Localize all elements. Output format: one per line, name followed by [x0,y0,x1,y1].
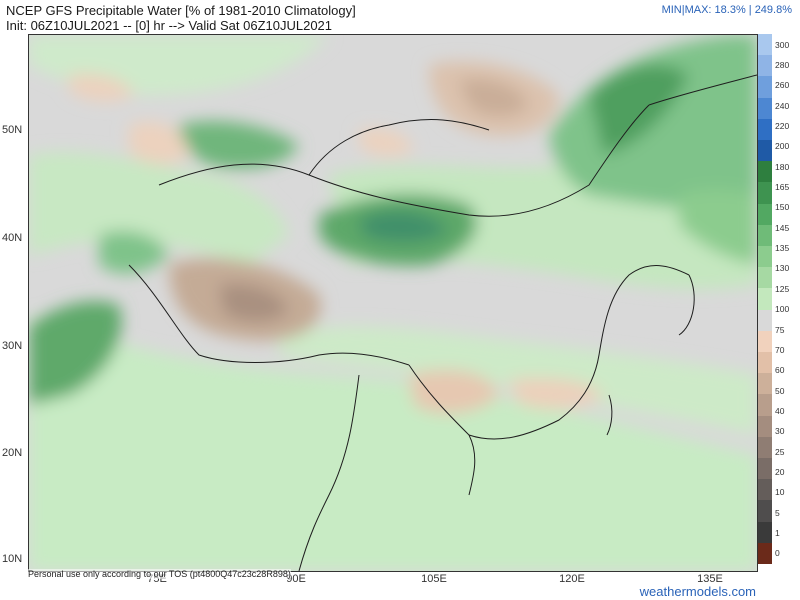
colorbar-swatch [758,118,772,141]
colorbar-tick-label: 60 [775,365,785,376]
colorbar-swatch [758,76,772,99]
colorbar-tick-label: 70 [775,344,785,355]
colorbar-swatch [758,521,772,544]
colorbar-tick-label: 50 [775,385,785,396]
colorbar-tick-label: 100 [775,304,790,315]
colorbar-swatch [758,373,772,395]
lat-label-10n: 10N [2,553,23,565]
colorbar-swatch [758,500,772,523]
colorbar [758,34,772,565]
colorbar-tick-label: 165 [775,182,790,193]
colorbar-tick-label: 1 [775,528,780,539]
colorbar-swatch [758,436,772,459]
colorbar-swatch [758,267,772,289]
colorbar-tick-label: 200 [775,141,790,152]
colorbar-swatch [758,246,772,268]
colorbar-swatch [758,224,772,247]
min-max-readout: MIN|MAX: 18.3% | 249.8% [661,4,792,16]
colorbar-swatch [758,394,772,417]
lon-label-90e: 90E [286,573,306,585]
colorbar-swatch [758,203,772,226]
colorbar-tick-label: 25 [775,446,785,457]
colorbar-tick-label: 220 [775,121,790,131]
colorbar-swatch [758,182,772,205]
colorbar-tick-label: 280 [775,59,790,70]
political-boundaries [128,74,757,571]
colorbar-swatch [758,309,772,332]
colorbar-swatch [758,415,772,438]
colorbar-tick-label: 125 [775,283,790,294]
colorbar-tick-label: 135 [775,243,790,254]
colorbar-swatch [758,34,772,56]
colorbar-swatch [758,458,772,480]
colorbar-swatch [758,55,772,77]
colorbar-tick-label: 240 [775,100,790,111]
colorbar-tick-label: 180 [775,161,790,172]
lat-label-50n: 50N [2,124,23,136]
colorbar-swatch [758,352,772,374]
site-credit[interactable]: weathermodels.com [639,584,756,599]
colorbar-swatch [758,479,772,501]
colorbar-swatch [758,330,772,353]
colorbar-swatch [758,97,772,120]
colorbar-tick-label: 75 [775,324,785,335]
lon-label-105e: 105E [421,573,447,585]
anomaly-shading [29,35,757,571]
colorbar-tick-label: 20 [775,466,785,477]
init-valid-time: Init: 06Z10JUL2021 -- [0] hr --> Valid S… [6,18,333,33]
colorbar-tick-label: 40 [775,405,785,416]
colorbar-tick-label: 5 [775,507,780,518]
lon-label-120e: 120E [559,573,585,585]
colorbar-swatch [758,288,772,311]
colorbar-tick-label: 10 [775,487,785,498]
colorbar-tick-label: 145 [775,222,790,233]
colorbar-tick-label: 150 [775,202,790,213]
precipitable-water-map [28,34,758,572]
colorbar-swatch [758,542,772,565]
colorbar-tick-label: 260 [775,80,790,91]
lon-label-135e: 135E [697,573,723,585]
colorbar-tick-label: 300 [775,39,790,50]
colorbar-tick-label: 0 [775,548,780,559]
colorbar-tick-label: 130 [775,263,790,274]
colorbar-tick-label: 30 [775,426,785,437]
usage-note: Personal use only according to our TOS (… [28,569,291,579]
lat-label-40n: 40N [2,232,23,244]
lat-label-20n: 20N [2,447,23,459]
map-title: NCEP GFS Precipitable Water [% of 1981-2… [6,3,356,18]
colorbar-swatch [758,140,772,162]
map-field [29,35,757,571]
lat-label-30n: 30N [2,340,23,352]
colorbar-swatch [758,161,772,183]
